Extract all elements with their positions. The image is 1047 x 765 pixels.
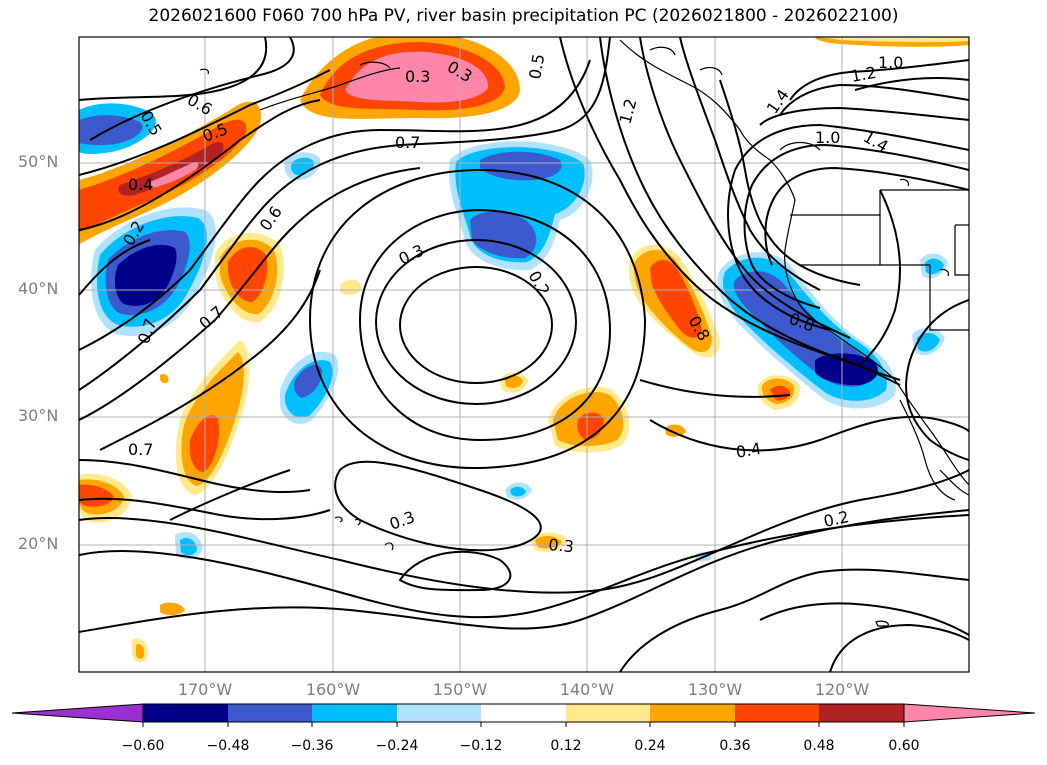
colorbar-swatch [650, 704, 735, 722]
contour-label: 0.3 [396, 241, 427, 269]
colorbar-tick-label: −0.12 [459, 738, 503, 754]
lat-label-30n: 30°N [18, 406, 59, 425]
contour-label: 0.3 [548, 535, 575, 556]
contour-label: 1.0 [815, 128, 840, 147]
lon-label-120w: 120°W [814, 680, 870, 699]
lat-label-40n: 40°N [18, 279, 59, 298]
colorbar-tick-label: −0.36 [290, 738, 334, 754]
contour-label: 0.3 [387, 507, 417, 534]
colorbar-tick-label: 0.48 [803, 738, 835, 754]
colorbar-swatch [397, 704, 481, 722]
contour-label: 1.2 [849, 63, 877, 86]
colorbar-tick-label: 0.36 [719, 738, 751, 754]
colorbar-tick-label: −0.48 [206, 738, 250, 754]
contour-label: 0.3 [405, 67, 430, 86]
colorbar-swatch [566, 704, 650, 722]
colorbar-swatch [312, 704, 397, 722]
map-title: 2026021600 F060 700 hPa PV, river basin … [148, 6, 899, 26]
contour-label: 0.2 [525, 268, 554, 300]
precip-shading [79, 37, 969, 663]
coastlines [199, 39, 969, 627]
colorbar-tick-label: 0.12 [550, 738, 582, 754]
colorbar-swatch [143, 704, 228, 722]
contour-label: 0.4 [128, 175, 153, 194]
colorbar-extend-low [11, 703, 144, 723]
gridlines [79, 37, 969, 672]
contour-label: 0.7 [195, 302, 227, 333]
lat-label-20n: 20°N [18, 534, 59, 553]
lat-label-50n: 50°N [18, 152, 59, 171]
contour-label: 1.2 [616, 97, 641, 127]
pv-contours [79, 37, 969, 672]
lon-label-130w: 130°W [687, 680, 743, 699]
contour-label: 0.5 [525, 52, 548, 80]
lon-label-140w: 140°W [559, 680, 615, 699]
colorbar-tick-label: −0.24 [375, 738, 419, 754]
contour-label: 0.2 [822, 507, 851, 531]
contour-label: 0.7 [128, 440, 153, 459]
colorbar-tick-label: 0.60 [888, 738, 920, 754]
colorbar-swatch [228, 704, 312, 722]
colorbar-swatch [481, 704, 566, 722]
contour-label: 0.4 [734, 439, 762, 462]
lon-label-150w: 150°W [432, 680, 488, 699]
map-frame [78, 36, 970, 673]
colorbar-tick-label: −0.60 [121, 738, 165, 754]
colorbar-extend-high [903, 703, 1036, 723]
lon-label-170w: 170°W [177, 680, 233, 699]
colorbar [11, 703, 1036, 727]
contour-label: 1.0 [878, 53, 903, 72]
contour-label: 0.7 [395, 133, 420, 152]
contour-label: 0.6 [256, 203, 286, 235]
colorbar-tick-label: 0.24 [634, 738, 666, 754]
lon-label-160w: 160°W [305, 680, 361, 699]
colorbar-swatch [819, 704, 904, 722]
colorbar-swatch [735, 704, 819, 722]
